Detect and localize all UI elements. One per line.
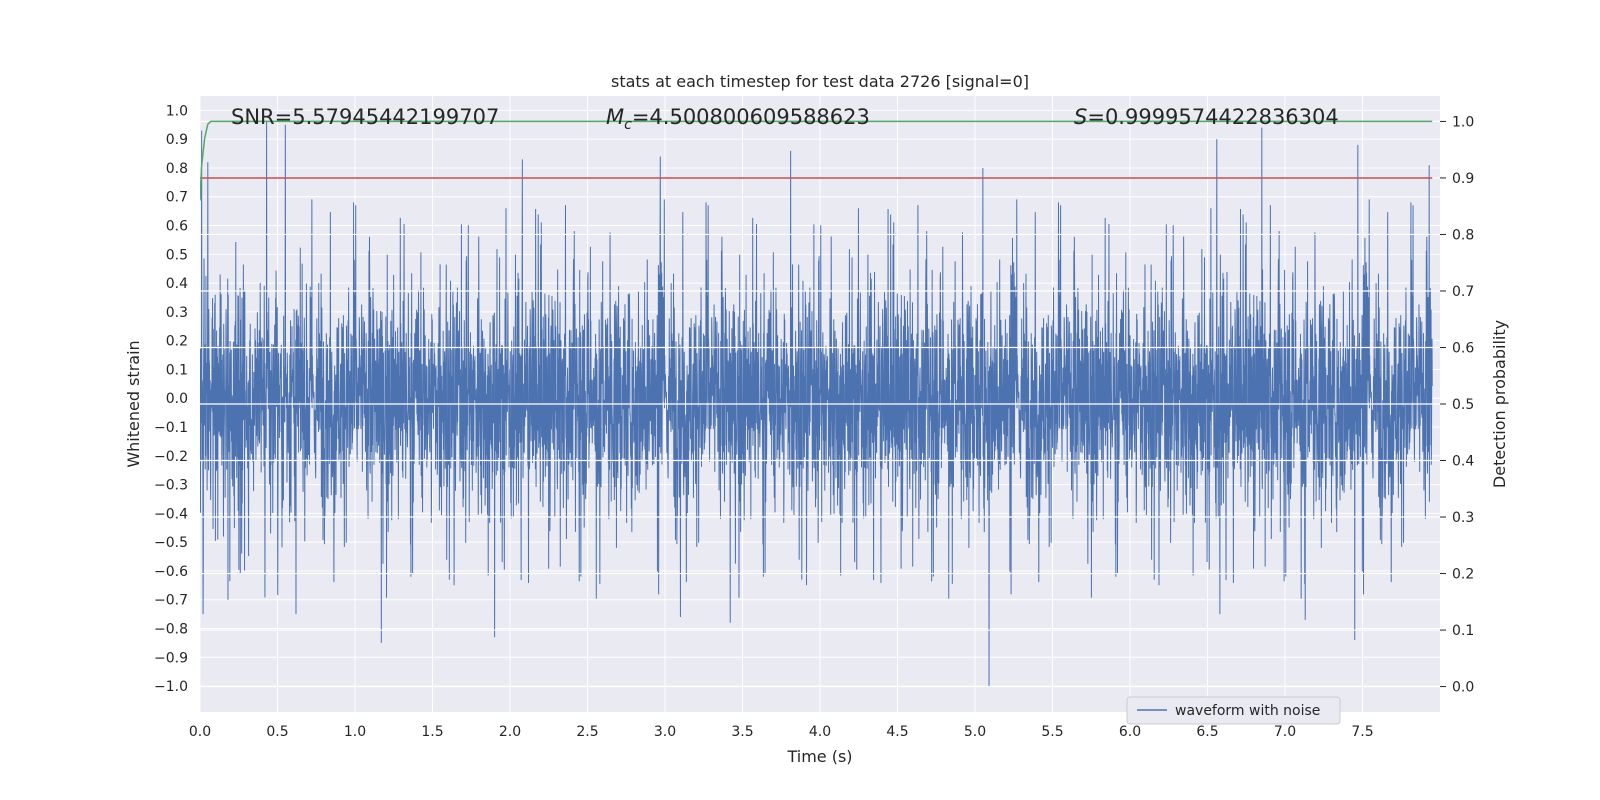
x-tick-label: 7.0 (1274, 724, 1296, 740)
legend-box (1126, 696, 1341, 725)
y-right-tick-label: 0.6 (1452, 340, 1474, 356)
y-left-tick-label: −0.5 (154, 535, 188, 551)
y-left-tick-label: −0.7 (154, 593, 188, 609)
y-right-tick-label: 0.3 (1452, 510, 1474, 526)
x-tick-label: 3.5 (731, 724, 753, 740)
annotation-chirp-mass: Mc=4.500800609588623 (606, 105, 870, 133)
y-left-tick-label: 1.0 (166, 103, 188, 119)
x-tick-label: 6.5 (1196, 724, 1218, 740)
y-right-tick-label: 0.9 (1452, 171, 1474, 187)
x-tick-label: 2.0 (499, 724, 521, 740)
x-tick-label: 5.0 (964, 724, 986, 740)
y-left-tick-label: 0.1 (166, 362, 188, 378)
s-symbol: S (1074, 105, 1087, 129)
chart-title: stats at each timestep for test data 272… (611, 72, 1029, 91)
x-tick-label: 4.0 (809, 724, 831, 740)
legend: waveform with noise (1126, 696, 1341, 725)
y-left-tick-label: −0.4 (154, 506, 188, 522)
series-waveform-with-noise (200, 121, 1433, 687)
x-tick-label: 5.5 (1041, 724, 1063, 740)
mc-subscript: c (624, 117, 632, 133)
y-left-tick-label: −0.8 (154, 622, 188, 638)
x-tick-label: 2.5 (576, 724, 598, 740)
x-tick-label: 3.0 (654, 724, 676, 740)
y-left-tick-label: −0.6 (154, 564, 188, 580)
y-left-tick-label: −1.0 (154, 679, 188, 695)
y-right-tick-label: 0.7 (1452, 284, 1474, 300)
y-left-tick-label: 0.3 (166, 305, 188, 321)
x-tick-labels: 0.0 0.5 1.0 1.5 2.0 2.5 3.0 3.5 4.0 4.5 5.0 5.5 6.0 6… (189, 724, 1374, 740)
x-axis-title: Time (s) (786, 747, 852, 766)
mc-symbol: M (606, 105, 624, 129)
y-left-axis-title: Whitened strain (124, 340, 143, 467)
y-left-tick-label: 0.4 (166, 276, 188, 292)
y-left-tick-label: 0.5 (166, 247, 188, 263)
y-right-tick-label: 0.8 (1452, 227, 1474, 243)
y-left-tick-labels: 1.0 0.9 0.8 0.7 0.6 0.5 0.4 0.3 0.2 0.1 0.0 −0.1 −0.… (154, 103, 188, 695)
y-right-tick-label: 0.2 (1452, 567, 1474, 583)
y-right-axis-title: Detection probability (1490, 320, 1509, 488)
y-left-tick-label: 0.8 (166, 161, 188, 177)
s-value: =0.9999574422836304 (1087, 105, 1338, 129)
x-tick-label: 1.5 (421, 724, 443, 740)
x-tick-label: 0.0 (189, 724, 211, 740)
y-right-tick-label: 0.0 (1452, 680, 1474, 696)
y-left-tick-label: 0.7 (166, 190, 188, 206)
y-left-tick-label: 0.6 (166, 219, 188, 235)
y-left-tick-label: 0.9 (166, 132, 188, 148)
y-right-tick-label: 0.5 (1452, 397, 1474, 413)
annotation-snr: SNR=5.57945442199707 (231, 105, 499, 129)
legend-label-waveform: waveform with noise (1175, 703, 1320, 719)
x-tick-label: 1.0 (344, 724, 366, 740)
y-left-tick-label: −0.2 (154, 449, 188, 465)
y-right-tick-label: 0.4 (1452, 454, 1474, 470)
x-tick-label: 4.5 (886, 724, 908, 740)
series-detection-probability (200, 120, 1433, 201)
x-tick-label: 6.0 (1119, 724, 1141, 740)
y-left-tick-label: 0.2 (166, 334, 188, 350)
x-tick-label: 0.5 (266, 724, 288, 740)
y-left-tick-label: −0.9 (154, 650, 188, 666)
mc-value: =4.500800609588623 (632, 105, 870, 129)
y-right-tick-label: 1.0 (1452, 114, 1474, 130)
annotation-statistic: S=0.9999574422836304 (1074, 105, 1339, 129)
y-left-tick-label: −0.3 (154, 478, 188, 494)
y-left-tick-label: 0.0 (166, 391, 188, 407)
y-right-tick-label: 0.1 (1452, 623, 1474, 639)
x-tick-label: 7.5 (1351, 724, 1373, 740)
y-left-tick-label: −0.1 (154, 420, 188, 436)
y-right-tick-labels: 1.0 0.9 0.8 0.7 0.6 0.5 0.4 0.3 0.2 0.1 0.0 (1440, 114, 1474, 696)
